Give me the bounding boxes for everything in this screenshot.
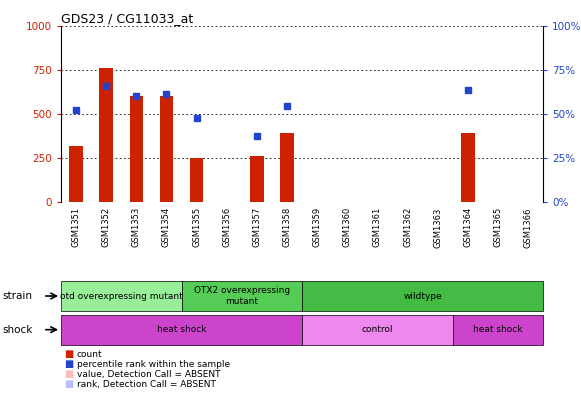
Bar	[69, 146, 83, 202]
Bar	[61, 281, 181, 311]
Text: GSM1359: GSM1359	[313, 207, 322, 248]
Text: count: count	[77, 350, 102, 359]
Bar	[181, 281, 302, 311]
Text: ■: ■	[64, 379, 73, 389]
Text: GSM1365: GSM1365	[493, 207, 503, 248]
Text: ■: ■	[64, 349, 73, 360]
Text: GSM1363: GSM1363	[433, 207, 442, 248]
Bar	[280, 133, 294, 202]
Text: shock: shock	[3, 325, 33, 335]
Text: GSM1358: GSM1358	[282, 207, 292, 248]
Bar	[61, 315, 302, 345]
Text: GSM1356: GSM1356	[223, 207, 231, 248]
Text: wildtype: wildtype	[403, 291, 442, 301]
Text: GSM1353: GSM1353	[132, 207, 141, 248]
Text: ■: ■	[64, 369, 73, 379]
Bar	[99, 68, 113, 202]
Text: GSM1364: GSM1364	[464, 207, 472, 248]
Bar	[461, 133, 475, 202]
Text: GSM1352: GSM1352	[102, 207, 111, 248]
Text: GSM1362: GSM1362	[403, 207, 412, 248]
Bar	[250, 156, 264, 202]
Text: heat shock: heat shock	[474, 325, 523, 334]
Text: strain: strain	[3, 291, 33, 301]
Text: GSM1351: GSM1351	[71, 207, 81, 248]
Text: GSM1360: GSM1360	[343, 207, 352, 248]
Text: control: control	[362, 325, 393, 334]
Text: heat shock: heat shock	[157, 325, 206, 334]
Text: GSM1355: GSM1355	[192, 207, 201, 248]
Text: GSM1366: GSM1366	[523, 207, 533, 248]
Text: rank, Detection Call = ABSENT: rank, Detection Call = ABSENT	[77, 380, 216, 388]
Bar	[130, 96, 143, 202]
Text: otd overexpressing mutant: otd overexpressing mutant	[60, 291, 182, 301]
Text: percentile rank within the sample: percentile rank within the sample	[77, 360, 230, 369]
Text: GSM1361: GSM1361	[373, 207, 382, 248]
Text: GSM1354: GSM1354	[162, 207, 171, 248]
Bar	[302, 315, 453, 345]
Text: GSM1357: GSM1357	[252, 207, 261, 248]
Bar	[302, 281, 543, 311]
Text: ■: ■	[64, 359, 73, 369]
Text: OTX2 overexpressing
mutant: OTX2 overexpressing mutant	[194, 286, 290, 306]
Text: GDS23 / CG11033_at: GDS23 / CG11033_at	[61, 11, 193, 25]
Bar	[160, 96, 173, 202]
Bar	[453, 315, 543, 345]
Text: value, Detection Call = ABSENT: value, Detection Call = ABSENT	[77, 370, 220, 379]
Bar	[190, 158, 203, 202]
